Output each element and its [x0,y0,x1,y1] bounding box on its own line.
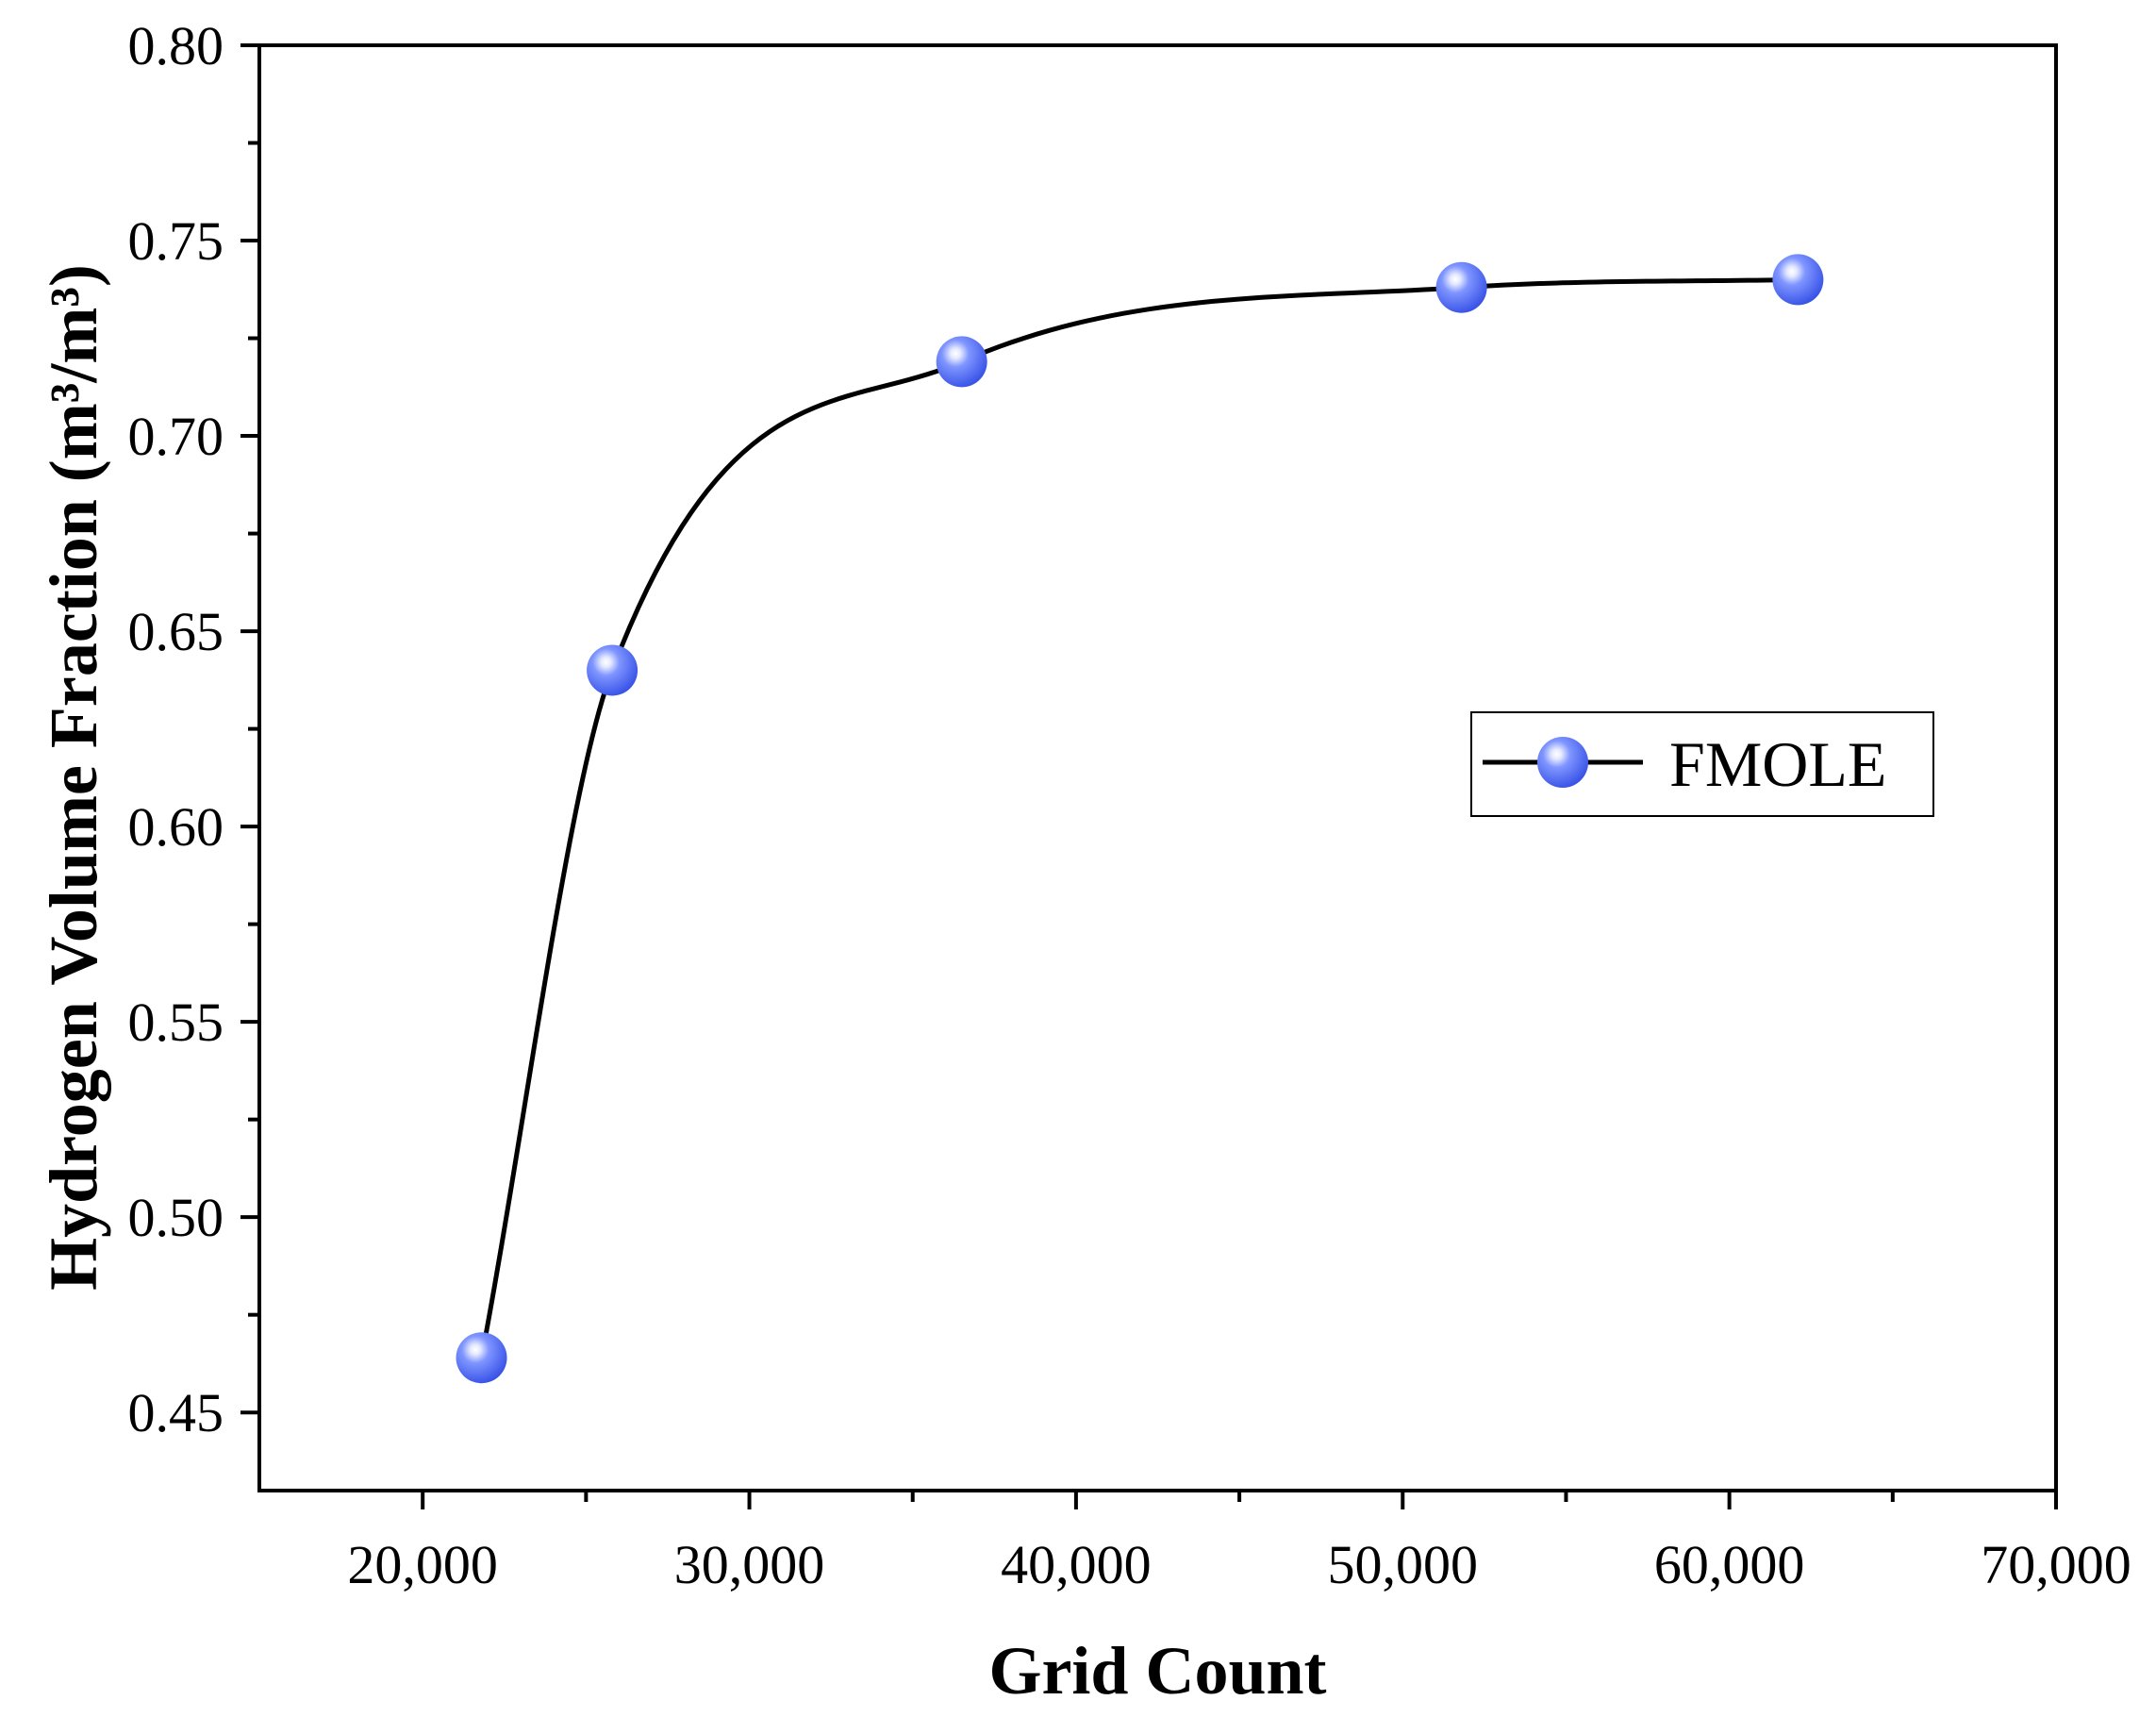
y-tick-label: 0.60 [128,796,224,858]
x-tick-label: 30,000 [674,1534,825,1595]
x-tick-label: 50,000 [1328,1534,1479,1595]
plot-frame [257,43,2058,1492]
legend-label: FMOLE [1669,728,1886,800]
legend-box [1470,711,1934,817]
x-axis-title: Grid Count [988,1633,1326,1709]
x-tick-label: 70,000 [1981,1534,2131,1595]
y-tick-label: 0.55 [128,992,224,1053]
y-tick-label: 0.70 [128,406,224,467]
series-layer [456,254,1824,1384]
x-axis: 20,000 30,000 40,000 50,000 60,000 70,000 [347,1491,2131,1595]
series-line-fmole [479,276,1799,1359]
y-axis: 0.45 0.50 0.55 0.60 0.65 0.70 0.75 0.80 [128,15,259,1443]
data-point [1435,261,1487,313]
legend: FMOLE [1470,711,1934,817]
legend-marker-sample [1537,737,1588,788]
x-tick-label: 60,000 [1654,1534,1805,1595]
y-tick-label: 0.45 [128,1382,224,1443]
y-tick-label: 0.50 [128,1187,224,1248]
x-tick-label: 40,000 [1001,1534,1152,1595]
y-tick-label: 0.80 [128,15,224,76]
data-point [456,1332,507,1384]
y-axis-title: Hydrogen Volume Fraction (m³/m³) [36,264,111,1291]
data-point [936,336,987,388]
data-point [587,644,639,696]
y-tick-label: 0.65 [128,601,224,662]
y-tick-label: 0.75 [128,210,224,272]
x-tick-label: 20,000 [347,1534,498,1595]
data-point [1772,254,1824,306]
